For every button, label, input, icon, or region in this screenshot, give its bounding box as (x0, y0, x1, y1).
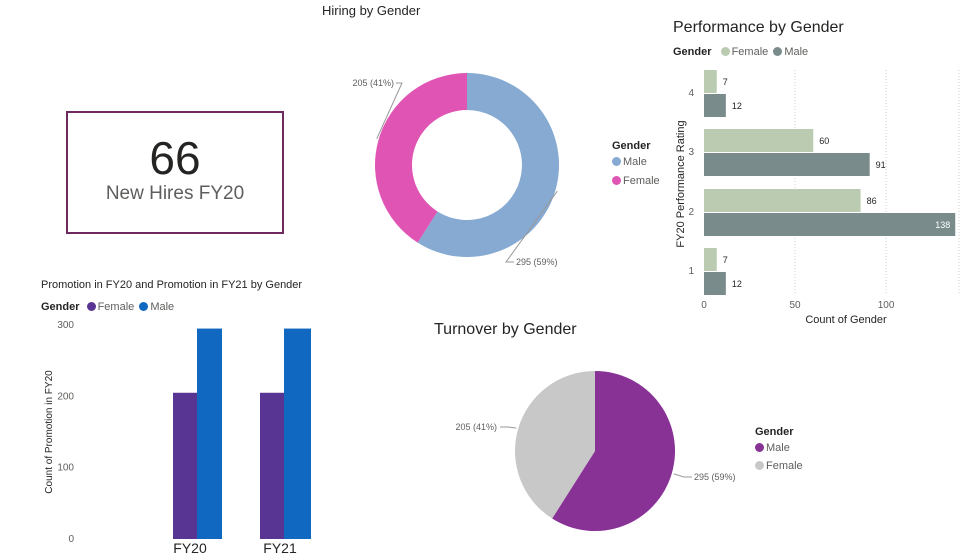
turnover-slice-female (515, 371, 595, 519)
promotion-y-tick-label: 0 (68, 534, 74, 545)
promotion-bar-female (173, 392, 197, 539)
performance-data-label: 86 (867, 196, 877, 206)
hiring-data-label-female: 205 (41%) (352, 78, 394, 88)
kpi-value: 66 (149, 132, 201, 184)
performance-y-axis-label: FY20 Performance Rating (675, 120, 687, 247)
promotion-legend: Gender Female Male (41, 301, 174, 313)
promotion-legend-title: Gender (41, 301, 80, 313)
hiring-leader-male (505, 190, 558, 263)
performance-bar-female (704, 248, 717, 271)
performance-data-label: 12 (732, 279, 742, 289)
kpi-label: New Hires FY20 (105, 183, 245, 204)
performance-legend-male[interactable]: Male (773, 46, 808, 58)
turnover-data-label-female: 205 (41%) (455, 422, 497, 432)
performance-chart-title: Performance by Gender (673, 19, 844, 36)
performance-legend: Gender Female Male (673, 46, 808, 58)
hiring-legend-title: Gender (612, 140, 651, 152)
performance-bar-male (704, 94, 726, 117)
promotion-y-tick-label: 100 (57, 463, 74, 474)
performance-data-label: 12 (732, 101, 742, 111)
promotion-legend-female[interactable]: Female (86, 301, 134, 313)
performance-bar-female (704, 129, 814, 152)
performance-x-tick-label: 100 (878, 300, 895, 311)
performance-x-axis-label: Count of Gender (805, 314, 887, 326)
performance-y-tick-label: 3 (688, 147, 694, 158)
performance-x-tick-label: 0 (701, 300, 707, 311)
performance-data-label: 138 (935, 220, 950, 230)
hiring-legend-male[interactable]: Male (612, 156, 660, 168)
turnover-leader-male (673, 473, 692, 478)
turnover-legend: Gender Male Female (755, 426, 803, 472)
hiring-slice-male (417, 73, 559, 257)
female-swatch (86, 302, 96, 311)
hiring-slice-female (375, 73, 467, 243)
performance-data-label: 60 (819, 136, 829, 146)
promotion-bar-female (260, 392, 284, 539)
performance-bar-female (704, 70, 717, 93)
performance-legend-title: Gender (673, 46, 712, 58)
turnover-legend-male[interactable]: Male (755, 442, 803, 454)
promotion-y-tick-label: 300 (57, 320, 74, 331)
hiring-chart-title: Hiring by Gender (322, 3, 421, 18)
performance-bar-male (704, 153, 870, 176)
turnover-legend-title: Gender (755, 426, 794, 438)
male-swatch (139, 302, 149, 311)
performance-data-label: 91 (876, 160, 886, 170)
promotion-bar-male (284, 328, 311, 539)
promotion-chart-title: Promotion in FY20 and Promotion in FY21 … (41, 279, 303, 291)
hiring-donut-chart[interactable]: 295 (59%) 205 (41%) (330, 60, 590, 285)
male-swatch (773, 47, 783, 56)
promotion-y-axis-label: Count of Promotion in FY20 (44, 370, 55, 494)
hiring-legend: Gender Male Female (612, 140, 660, 187)
turnover-data-label-male: 295 (59%) (694, 472, 736, 482)
performance-x-tick-label: 50 (789, 300, 801, 311)
promotion-legend-male[interactable]: Male (139, 301, 174, 313)
male-swatch (755, 443, 764, 452)
hiring-data-label-male: 295 (59%) (516, 257, 558, 267)
female-swatch (720, 47, 730, 56)
hiring-leader-female (376, 82, 403, 139)
performance-y-tick-label: 1 (688, 266, 694, 277)
turnover-slice-male (552, 371, 676, 531)
kpi-card[interactable]: 66 New Hires FY20 (66, 111, 284, 234)
promotion-bar-male (197, 328, 222, 539)
performance-data-label: 7 (723, 77, 728, 87)
turnover-pie-chart[interactable]: 295 (59%) 205 (41%) (430, 360, 750, 540)
promotion-bar-chart[interactable]: 0 100 200 300 FY20 FY21 Count of Promotion in … (36, 314, 336, 557)
performance-y-tick-label: 4 (688, 88, 694, 99)
hiring-legend-female[interactable]: Female (612, 175, 660, 187)
performance-bar-female (704, 189, 861, 212)
performance-bar-chart[interactable]: 4 7 12 3 60 91 2 86 138 1 7 12 0 50 100 Count of Gender… (670, 62, 980, 327)
promotion-x-tick-label: FY20 (173, 540, 207, 556)
performance-legend-female[interactable]: Female (720, 46, 768, 58)
performance-bar-male (704, 213, 956, 236)
female-swatch (612, 176, 621, 185)
performance-data-label: 7 (723, 255, 728, 265)
turnover-chart-title: Turnover by Gender (434, 321, 577, 338)
female-swatch (755, 461, 764, 470)
performance-bar-male (704, 272, 726, 295)
promotion-x-tick-label: FY21 (263, 540, 297, 556)
turnover-leader-female (500, 426, 517, 429)
turnover-legend-female[interactable]: Female (755, 460, 803, 472)
promotion-y-tick-label: 200 (57, 391, 74, 402)
performance-y-tick-label: 2 (688, 207, 694, 218)
male-swatch (612, 157, 621, 166)
